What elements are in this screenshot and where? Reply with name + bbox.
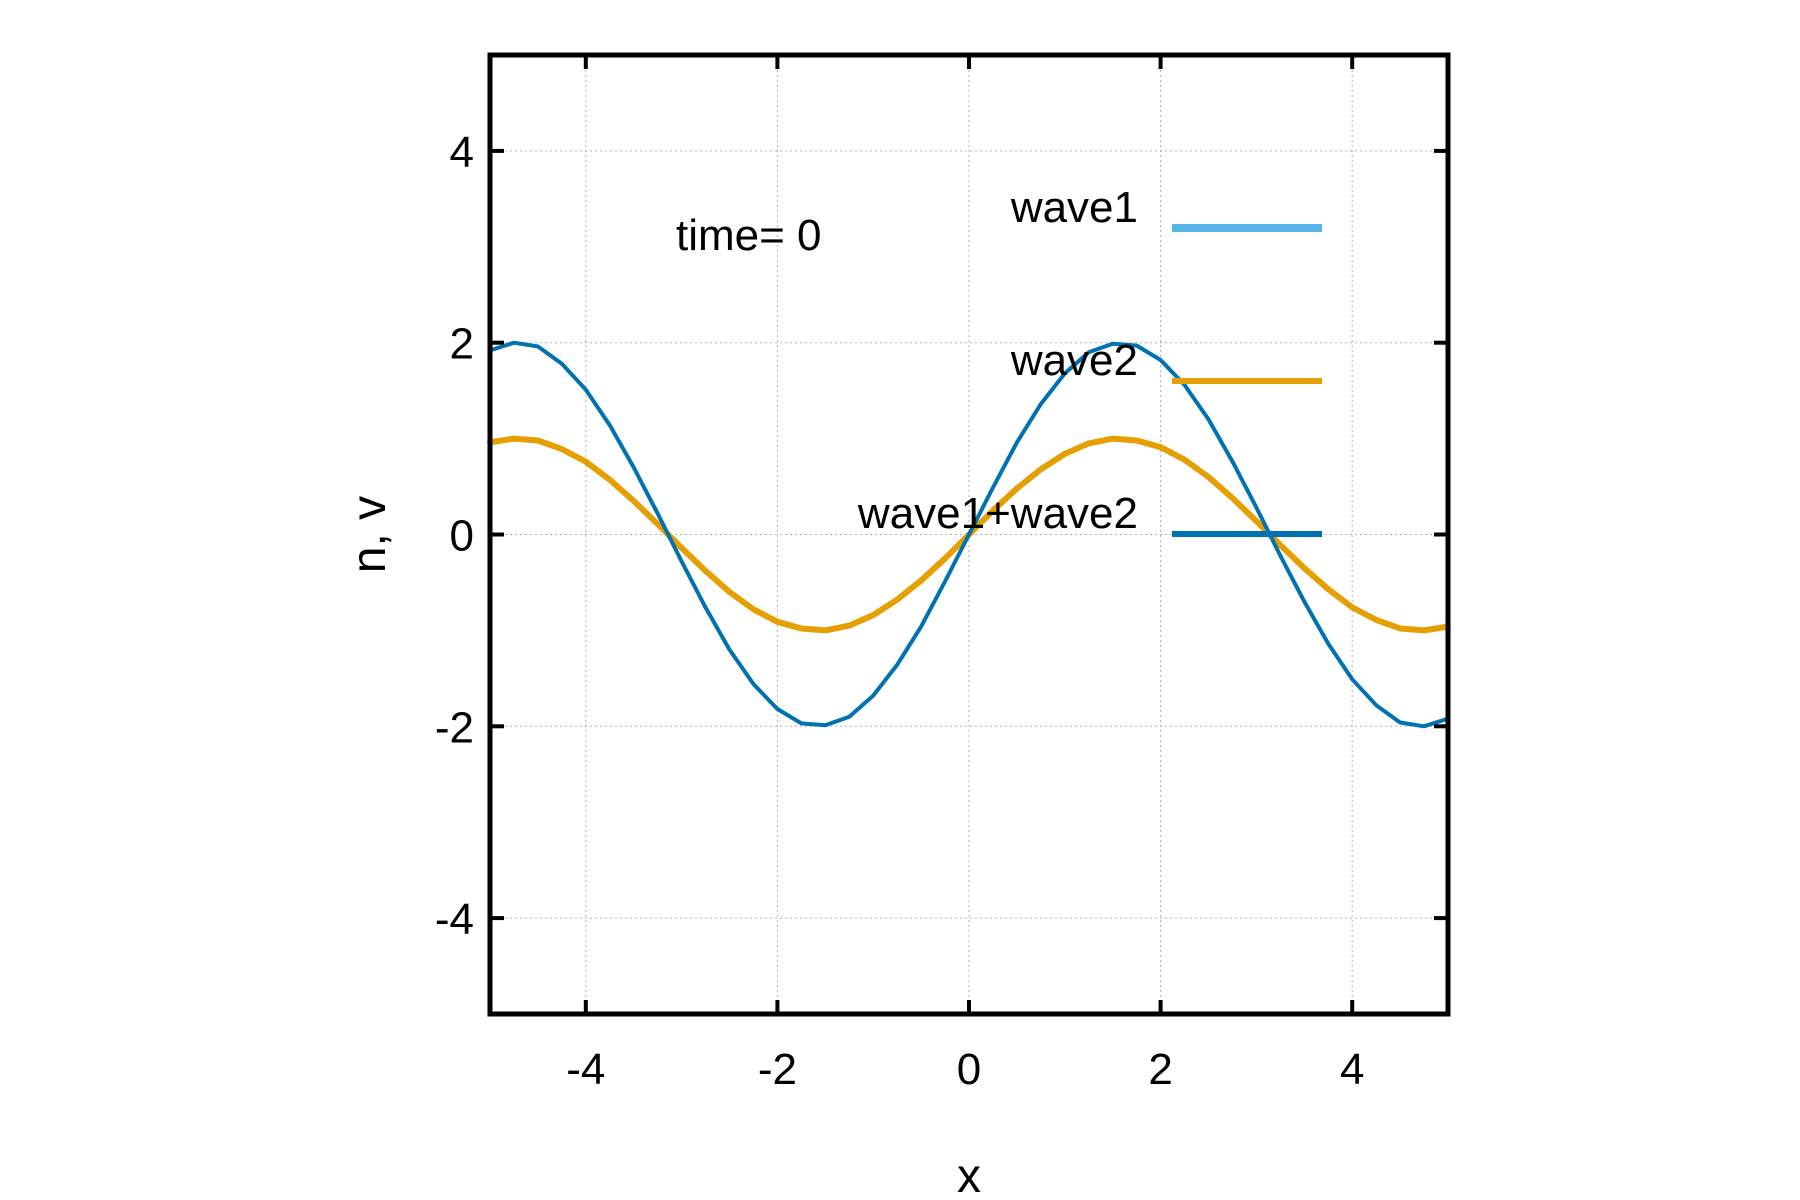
x-axis-label: x [957, 1150, 981, 1200]
x-tick-label: 4 [1340, 1045, 1364, 1094]
x-tick-label: 2 [1148, 1045, 1172, 1094]
time-annotation: time= 0 [676, 211, 822, 260]
y-tick-label: 0 [450, 512, 474, 561]
tick-labels: -4 -2 0 2 4 -4 -2 0 2 4 [435, 128, 1365, 1094]
ticks [490, 55, 1448, 1014]
legend-label-wave1: wave1 [1010, 183, 1138, 232]
y-tick-label: -4 [435, 895, 474, 944]
y-tick-label: 4 [450, 128, 474, 177]
legend-label-wave2: wave2 [1010, 336, 1138, 385]
y-axis-label: n, v [343, 496, 396, 573]
x-tick-label: 0 [957, 1045, 981, 1094]
y-tick-label: 2 [450, 320, 474, 369]
series-line-wave1-wave2 [488, 340, 1450, 729]
legend-label-wave1-plus-wave2: wave1+wave2 [857, 489, 1138, 538]
x-tick-label: -2 [758, 1045, 797, 1094]
series-layer [487, 340, 1451, 729]
legend: wave1 wave2 wave1+wave2 [857, 183, 1322, 538]
y-tick-label: -2 [435, 703, 474, 752]
x-tick-label: -4 [566, 1045, 605, 1094]
